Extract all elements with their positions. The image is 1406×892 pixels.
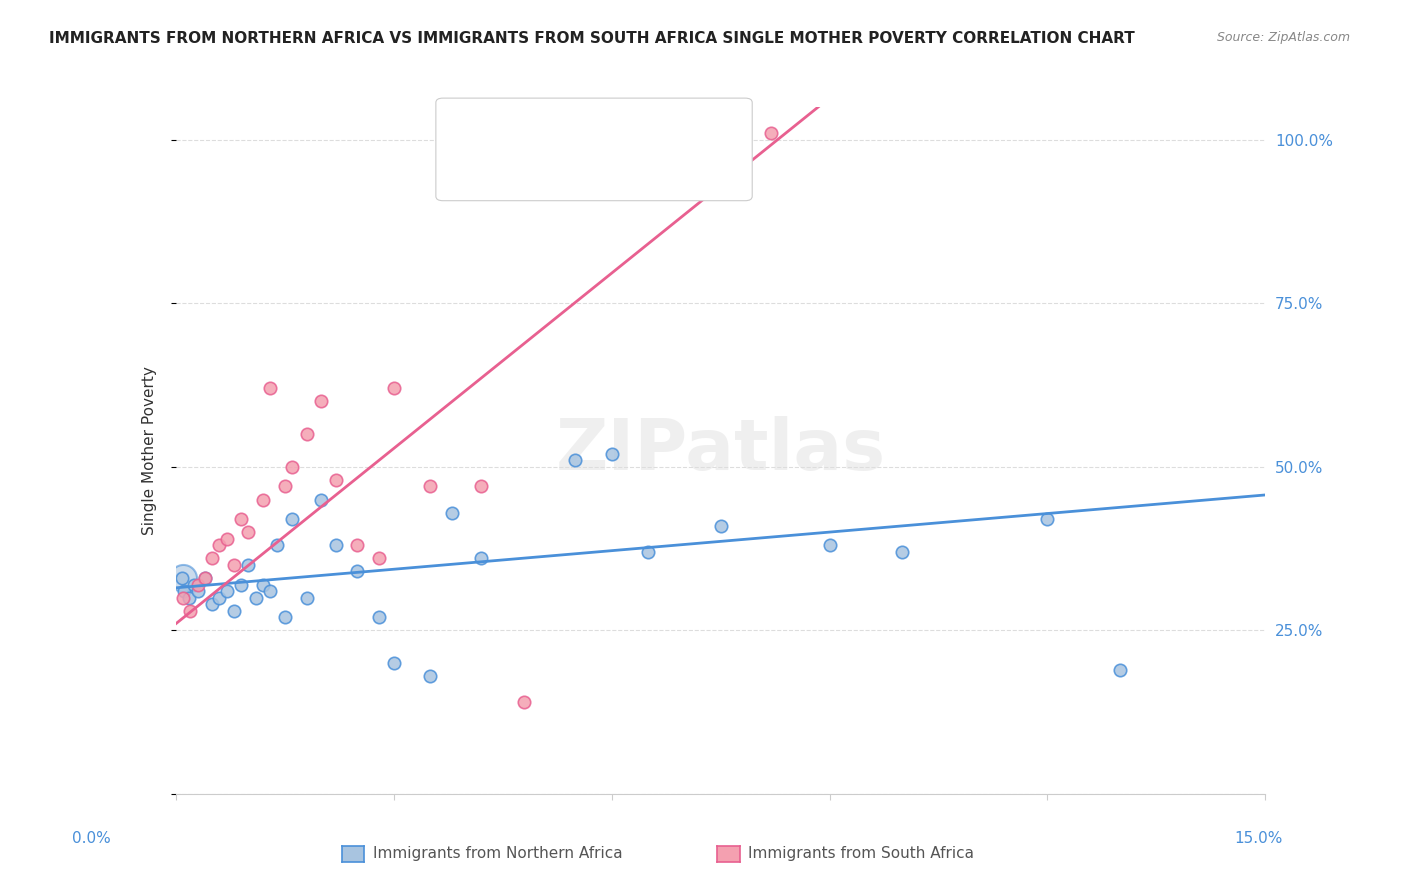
Point xyxy=(179,604,201,618)
Point xyxy=(710,518,733,533)
Point xyxy=(281,512,304,526)
Point xyxy=(891,545,914,559)
Point xyxy=(201,597,224,611)
Point xyxy=(215,532,238,546)
Point xyxy=(186,577,209,591)
Point xyxy=(274,479,297,493)
Point xyxy=(818,538,841,552)
Point xyxy=(295,591,318,605)
Point xyxy=(238,558,260,572)
Text: ZIPatlas: ZIPatlas xyxy=(555,416,886,485)
Point xyxy=(440,506,463,520)
Point xyxy=(222,558,245,572)
Text: N = 23: N = 23 xyxy=(619,156,672,170)
Point xyxy=(368,610,391,624)
Text: 15.0%: 15.0% xyxy=(1234,831,1282,846)
Point xyxy=(368,551,391,566)
Point xyxy=(252,577,274,591)
Point xyxy=(266,538,288,552)
Point xyxy=(259,381,281,395)
Point xyxy=(274,610,297,624)
Point xyxy=(470,479,492,493)
Point xyxy=(172,591,194,605)
Point xyxy=(281,459,304,474)
Point xyxy=(382,656,405,670)
Point xyxy=(382,381,405,395)
Point xyxy=(231,577,253,591)
Point xyxy=(470,551,492,566)
Point xyxy=(194,571,217,585)
Point xyxy=(194,571,217,585)
Point xyxy=(600,447,623,461)
Point xyxy=(186,584,209,599)
Text: R = 0.248: R = 0.248 xyxy=(489,118,565,132)
Point xyxy=(564,453,586,467)
Point xyxy=(177,591,200,605)
Point xyxy=(259,584,281,599)
Point xyxy=(208,591,231,605)
Point xyxy=(419,479,441,493)
Point xyxy=(325,473,347,487)
Point xyxy=(231,512,253,526)
Point xyxy=(238,525,260,540)
Point xyxy=(173,584,195,599)
Point xyxy=(1109,663,1132,677)
Point xyxy=(346,538,368,552)
Point xyxy=(245,591,267,605)
Point xyxy=(208,538,231,552)
Point xyxy=(1036,512,1059,526)
Point xyxy=(170,571,193,585)
Point xyxy=(172,571,194,585)
Point xyxy=(309,394,332,409)
Text: Immigrants from South Africa: Immigrants from South Africa xyxy=(748,847,974,861)
Text: R = 0.689: R = 0.689 xyxy=(489,156,567,170)
Point xyxy=(325,538,347,552)
Point xyxy=(513,695,536,709)
Point xyxy=(215,584,238,599)
Text: 0.0%: 0.0% xyxy=(72,831,111,846)
Point xyxy=(222,604,245,618)
Point xyxy=(183,577,205,591)
Point xyxy=(637,545,659,559)
Text: Source: ZipAtlas.com: Source: ZipAtlas.com xyxy=(1216,31,1350,45)
Text: N = 35: N = 35 xyxy=(619,118,672,132)
Point xyxy=(252,492,274,507)
Y-axis label: Single Mother Poverty: Single Mother Poverty xyxy=(142,366,157,535)
Text: IMMIGRANTS FROM NORTHERN AFRICA VS IMMIGRANTS FROM SOUTH AFRICA SINGLE MOTHER PO: IMMIGRANTS FROM NORTHERN AFRICA VS IMMIG… xyxy=(49,31,1135,46)
Point xyxy=(201,551,224,566)
Point xyxy=(309,492,332,507)
Point xyxy=(346,565,368,579)
Point xyxy=(761,126,783,140)
Point xyxy=(295,427,318,442)
Text: Immigrants from Northern Africa: Immigrants from Northern Africa xyxy=(373,847,623,861)
Point xyxy=(419,669,441,683)
